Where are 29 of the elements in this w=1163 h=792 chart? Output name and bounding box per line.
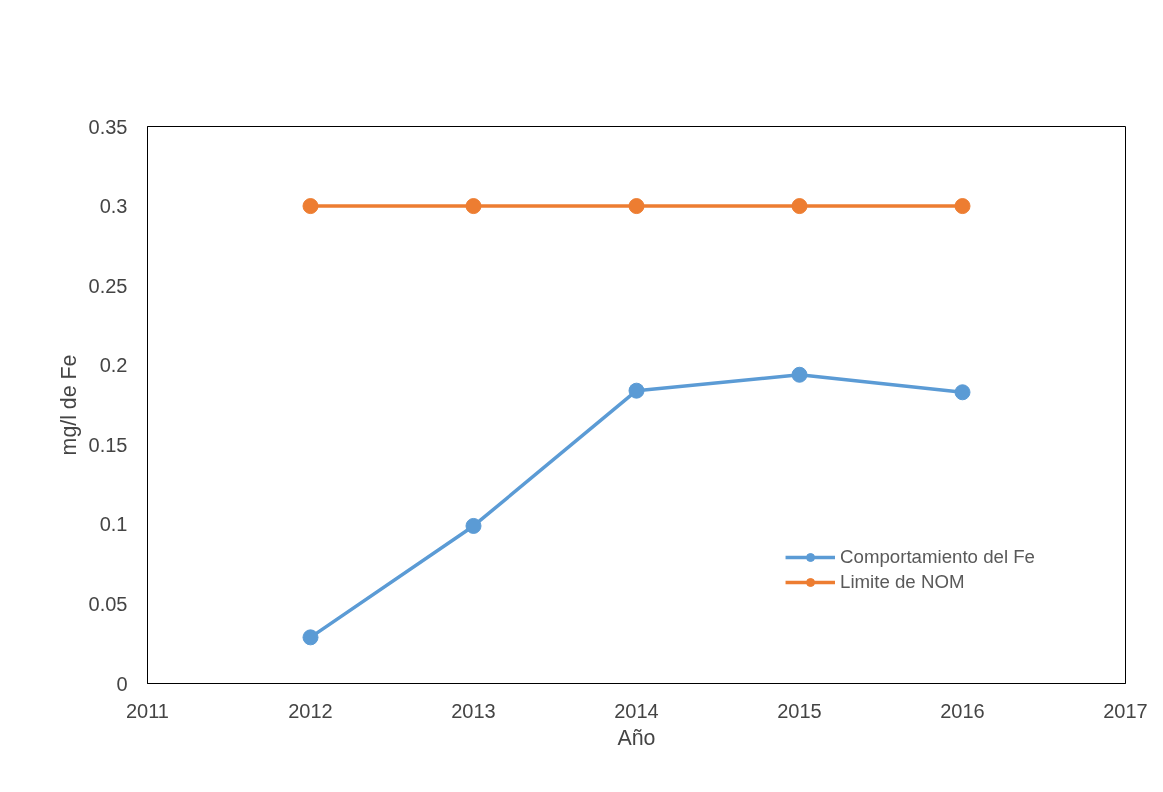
y-tick-label: 0.15 [88, 433, 128, 456]
legend-label: Comportamiento del Fe [840, 546, 1035, 568]
y-tick-label: 0.3 [99, 195, 128, 218]
x-tick-label: 2013 [451, 699, 496, 722]
x-tick-label: 2016 [940, 699, 985, 722]
point [302, 198, 319, 215]
y-tick-label: 0.05 [88, 592, 128, 615]
y-tick-label: 0.25 [88, 274, 128, 297]
x-tick-label: 2014 [614, 699, 659, 722]
y-tick-label: 0.2 [99, 354, 128, 377]
point [791, 198, 808, 215]
point [302, 629, 319, 646]
y-axis-title: mg/l de Fe [56, 354, 81, 456]
x-tick-label: 2017 [1103, 699, 1148, 722]
y-tick-label: 0.35 [88, 115, 128, 138]
point [628, 382, 645, 399]
point [465, 517, 482, 534]
point [954, 198, 971, 215]
point [465, 198, 482, 215]
point [628, 198, 645, 215]
x-tick-label: 2015 [777, 699, 822, 722]
x-axis-title: Año [617, 725, 656, 750]
y-tick-label: 0.1 [99, 513, 128, 536]
legend-label: Limite de NOM [840, 571, 965, 593]
point [954, 384, 971, 401]
x-tick-label: 2012 [288, 699, 333, 722]
y-tick-label: 0 [116, 672, 128, 695]
point [791, 366, 808, 383]
x-tick-label: 2011 [126, 699, 170, 722]
